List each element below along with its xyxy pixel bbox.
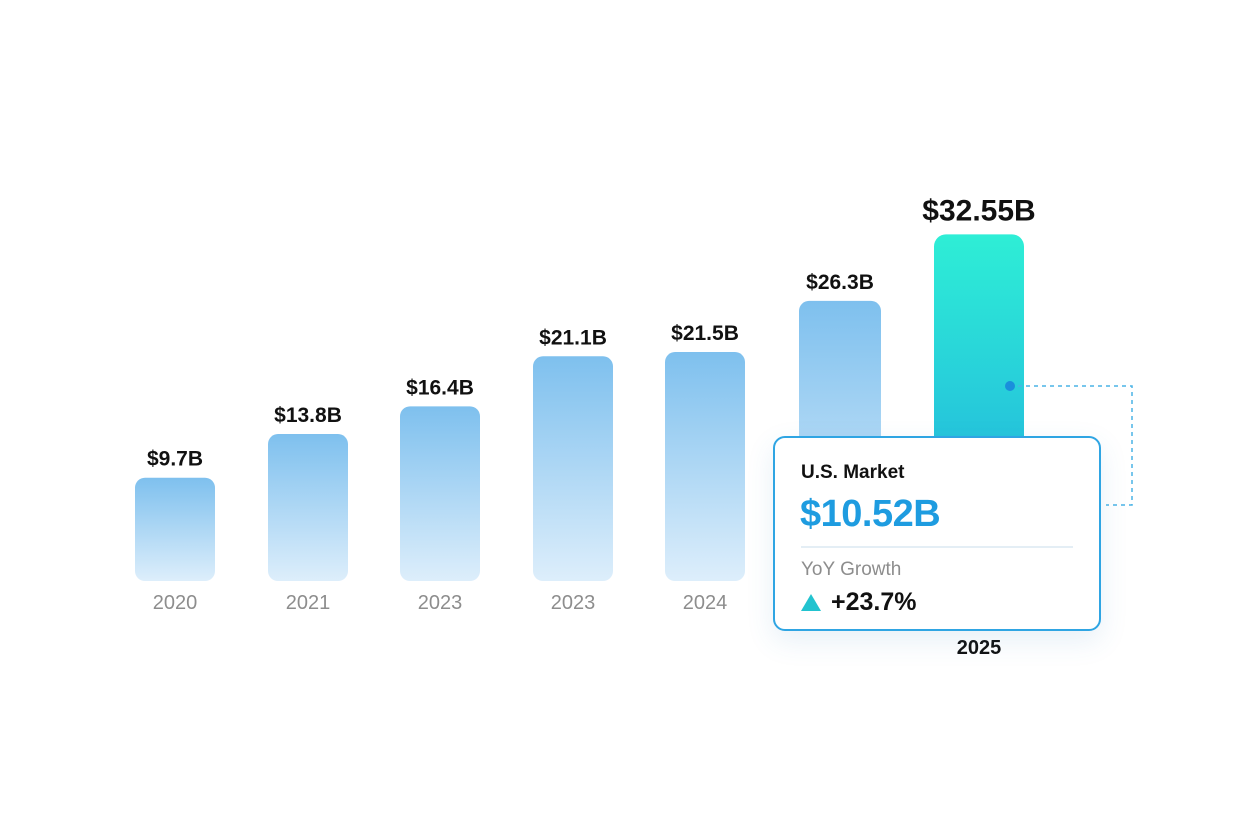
tooltip-growth-row: +23.7% (801, 587, 917, 617)
year-label-3: 2023 (551, 592, 596, 614)
year-label-1: 2021 (286, 592, 331, 614)
value-label-5: $26.3B (806, 271, 874, 294)
year-label-0: 2020 (153, 592, 198, 614)
value-labels-layer: $9.7B $13.8B $16.4B $21.1B $21.5B $26.3B $32.5… (147, 194, 1036, 470)
triangle-up-icon (801, 593, 821, 611)
tooltip-divider (801, 546, 1073, 548)
tooltip-title: U.S. Market (801, 462, 905, 483)
value-label-1: $13.8B (274, 404, 342, 427)
bar-4 (665, 352, 745, 581)
bar-1 (268, 434, 348, 581)
value-label-2: $16.4B (406, 376, 474, 399)
tooltip-connector (1005, 381, 1133, 506)
bar-2 (400, 406, 480, 581)
tooltip-growth-label: YoY Growth (801, 559, 902, 580)
value-label-6: $32.55B (922, 194, 1035, 227)
tooltip-card: U.S. Market $10.52B YoY Growth +23.7% (773, 436, 1101, 631)
value-label-4: $21.5B (671, 322, 739, 345)
value-label-0: $9.7B (147, 448, 203, 471)
year-label-2: 2023 (418, 592, 463, 614)
year-label-6: 2025 (957, 637, 1002, 659)
tooltip-market-value: $10.52B (800, 493, 941, 535)
bar-3 (533, 356, 613, 581)
connector-dot (1005, 381, 1015, 391)
year-label-4: 2024 (683, 592, 728, 614)
tooltip-growth-value: +23.7% (831, 587, 917, 616)
value-label-3: $21.1B (539, 326, 607, 349)
bar-0 (135, 477, 215, 581)
year-labels-layer: 2020 2021 2023 2023 2024 2025 (153, 592, 1002, 659)
